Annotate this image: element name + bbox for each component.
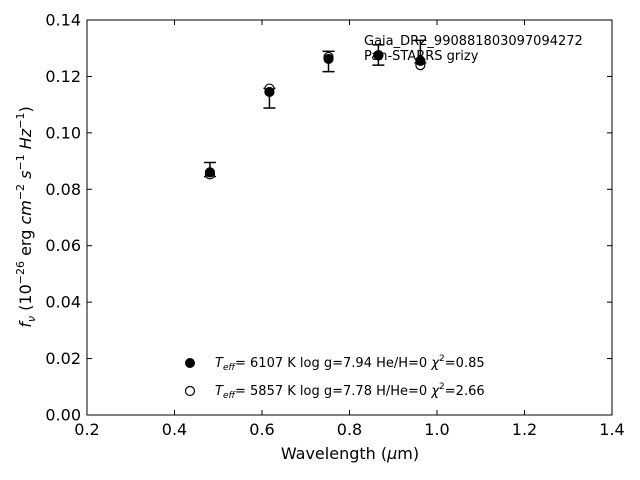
y-tick-label: 0.08 (45, 180, 81, 199)
x-tick-label: 0.4 (162, 420, 187, 439)
legend-entry-1: Teff= 6107 K log g=7.94 He/H=0 χ2=0.85 (215, 354, 485, 373)
model-point-filled (264, 86, 275, 98)
x-tick-label: 1.4 (599, 420, 624, 439)
y-tick-label: 0.10 (45, 123, 81, 142)
y-tick-label: 0.02 (45, 349, 81, 368)
y-tick-label: 0.06 (45, 236, 81, 255)
x-tick-label: 0.2 (74, 420, 99, 439)
x-tick-label: 1.0 (424, 420, 449, 439)
data-marks (203, 39, 427, 180)
y-axis-label: fν (10−26 erg cm−2 s−1 Hz−1) (14, 106, 38, 327)
x-tick-label: 0.6 (249, 420, 274, 439)
legend-marker-open (184, 385, 196, 397)
legend: Teff= 6107 K log g=7.94 He/H=0 χ2=0.85 T… (184, 354, 485, 401)
model-point-filled (373, 50, 384, 61)
legend-marker-filled (185, 358, 195, 368)
x-tick-label: 1.2 (512, 420, 537, 439)
legend-entry-2: Teff= 5857 K log g=7.78 H/He=0 χ2=2.66 (215, 382, 485, 401)
y-tick-label: 0.00 (45, 406, 81, 425)
model-point-filled (323, 53, 334, 65)
y-tick-label: 0.12 (45, 67, 81, 86)
model-point-filled (204, 167, 216, 178)
annotation-survey: Pan-STARRS grizy (364, 49, 479, 64)
axis-ticks: 0.2 0.4 0.6 0.8 1.0 1.2 1.4 0.00 0.02 0.04 0.06 0.0… (45, 11, 624, 440)
model-point-filled (415, 55, 426, 67)
y-tick-label: 0.14 (45, 11, 81, 30)
y-tick-label: 0.04 (45, 293, 81, 312)
x-tick-label: 0.8 (337, 420, 362, 439)
x-axis-label: Wavelength (μm) (281, 444, 419, 463)
annotation-object-id: Gaia_DR2_990881803097094272 (364, 34, 583, 49)
